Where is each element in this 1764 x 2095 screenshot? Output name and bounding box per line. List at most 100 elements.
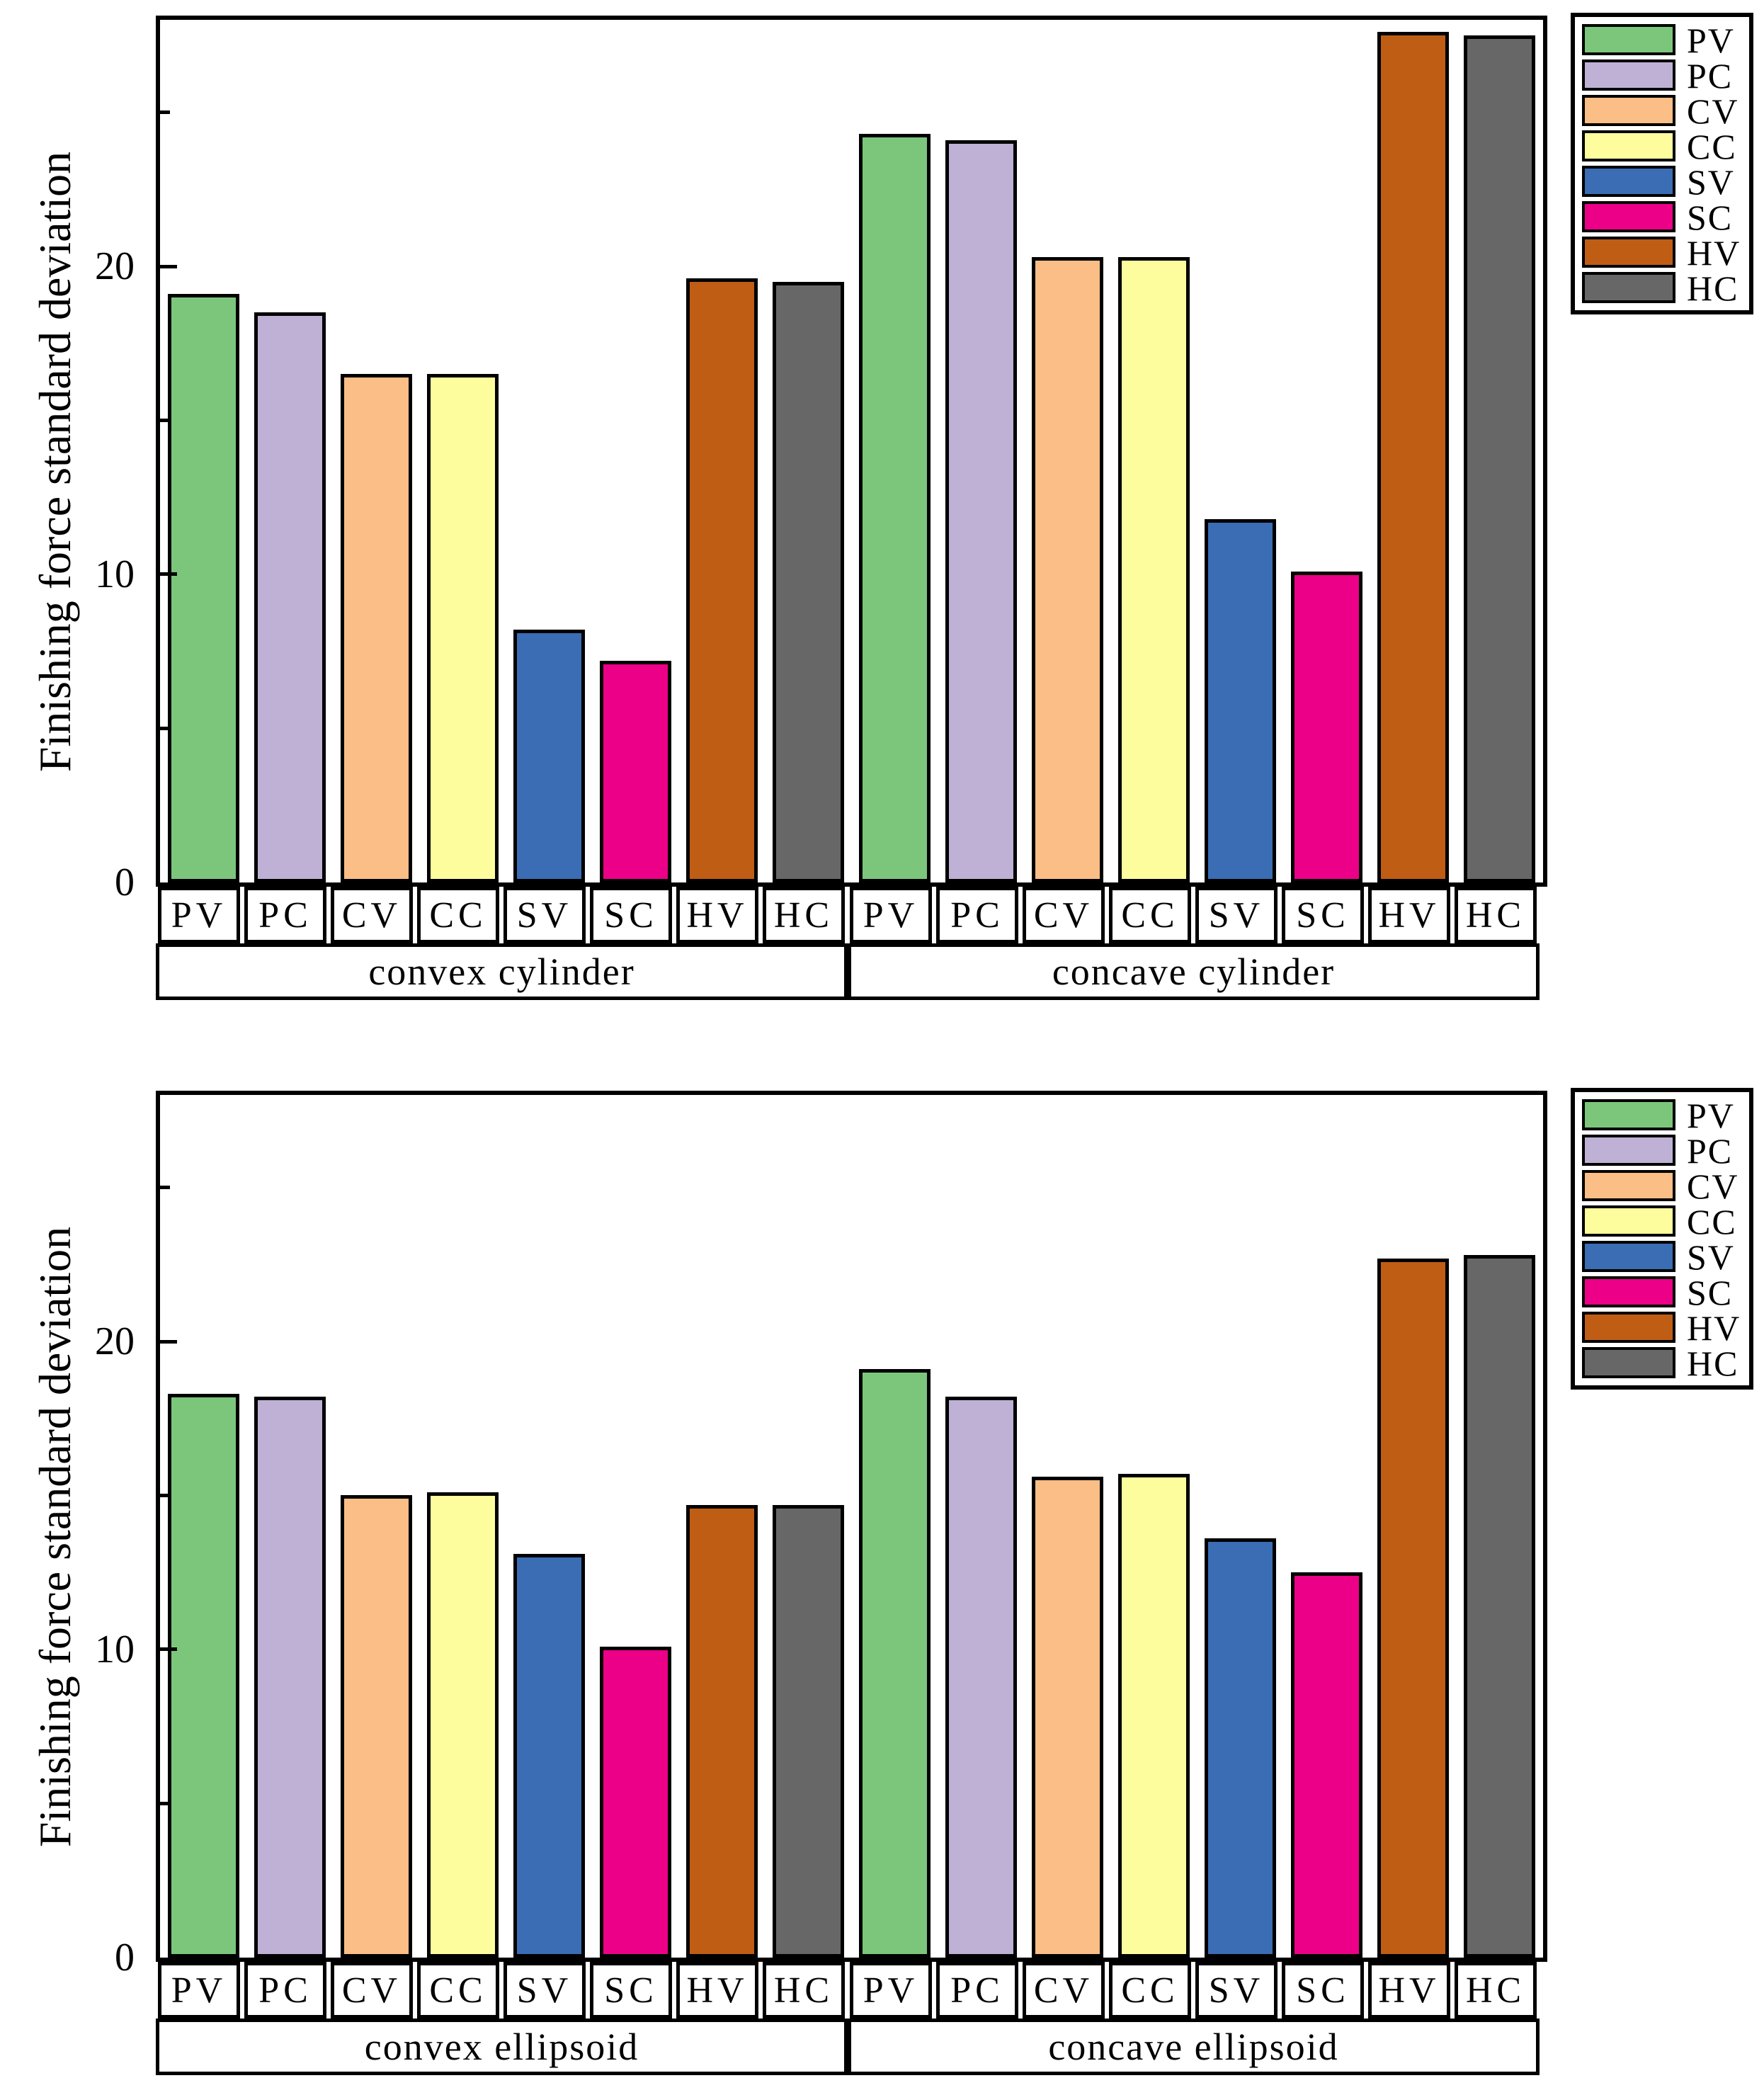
x-cell-label: SC (1282, 1962, 1364, 2019)
bar-concave-cylinder-CV (1032, 257, 1103, 882)
legend-row: PC (1582, 58, 1749, 93)
bar-convex-cylinder-SV (513, 630, 585, 882)
legend-swatch (1582, 1347, 1675, 1378)
y-axis-title: Finishing force standard deviation (30, 151, 80, 773)
legend-swatch (1582, 272, 1675, 303)
x-cell-label: SV (1195, 887, 1278, 943)
bar-concave-cylinder-HV (1377, 32, 1449, 882)
legend-label: HC (1687, 268, 1739, 308)
legend-swatch (1582, 130, 1675, 161)
legend-label: PV (1687, 21, 1735, 60)
x-cell-label: CV (1023, 887, 1105, 943)
bar-convex-ellipsoid-CV (341, 1495, 412, 1958)
legend-row: PV (1582, 23, 1749, 58)
y-tick-label: 0 (115, 1936, 135, 1980)
legend-label: CC (1687, 127, 1737, 166)
legend-row: CV (1582, 93, 1749, 129)
x-cell-label: PC (244, 1962, 326, 2019)
y-tick (156, 727, 170, 730)
legend-row: PC (1582, 1133, 1749, 1169)
y-tick (156, 1186, 170, 1189)
group-label: concave ellipsoid (848, 2019, 1540, 2075)
legend-box: PV PC CV CC SV SC HV HC (1571, 13, 1753, 314)
legend-row: HC (1582, 1346, 1749, 1381)
x-cell-label: HC (1455, 1962, 1537, 2019)
legend-label: CV (1687, 1166, 1739, 1206)
bar-convex-ellipsoid-CC (427, 1492, 499, 1958)
legend-swatch (1582, 1205, 1675, 1237)
bar-concave-ellipsoid-CV (1032, 1477, 1103, 1958)
y-tick (156, 265, 177, 268)
legend-label: HV (1687, 1308, 1741, 1348)
y-axis-title: Finishing force standard deviation (30, 1226, 80, 1848)
y-tick-label: 10 (95, 552, 135, 596)
legend-swatch (1582, 201, 1675, 232)
legend-swatch (1582, 237, 1675, 268)
x-cell-label: HV (676, 887, 758, 943)
x-cell-label: SV (503, 887, 586, 943)
legend-box: PV PC CV CC SV SC HV HC (1571, 1088, 1753, 1390)
legend-label: HV (1687, 233, 1741, 273)
bar-convex-cylinder-HC (773, 282, 844, 882)
y-tick (156, 1494, 170, 1497)
bar-convex-cylinder-PV (168, 294, 239, 882)
x-cell-label: HV (1368, 887, 1450, 943)
group-label: concave cylinder (848, 943, 1540, 1000)
plot-frame (156, 1091, 1547, 1962)
bar-convex-ellipsoid-SV (513, 1554, 585, 1958)
x-cell-label: CV (1023, 1962, 1105, 2019)
x-cell-label: HV (1368, 1962, 1450, 2019)
plot-frame (156, 16, 1547, 887)
bar-concave-cylinder-SC (1291, 572, 1362, 882)
legend-swatch (1582, 95, 1675, 126)
legend-label: CC (1687, 1202, 1737, 1242)
legend-row: SV (1582, 1239, 1749, 1275)
bar-convex-cylinder-CV (341, 374, 412, 882)
y-tick-label: 20 (95, 244, 135, 288)
x-cell-label: SV (1195, 1962, 1278, 2019)
y-tick (156, 572, 177, 576)
bar-concave-ellipsoid-SC (1291, 1572, 1362, 1958)
legend-swatch (1582, 1170, 1675, 1201)
y-tick (156, 1647, 177, 1651)
legend-swatch (1582, 24, 1675, 55)
legend-swatch (1582, 59, 1675, 91)
bar-convex-cylinder-PC (254, 312, 326, 882)
x-cell-label: CV (331, 887, 413, 943)
legend-label: SV (1687, 162, 1735, 202)
y-tick-label: 10 (95, 1628, 135, 1671)
bar-concave-cylinder-HC (1464, 35, 1535, 882)
legend-label: SC (1687, 198, 1734, 237)
x-cell-label: PC (936, 887, 1018, 943)
y-tick-label: 20 (95, 1319, 135, 1363)
bar-convex-ellipsoid-HC (773, 1505, 844, 1958)
legend-label: PC (1687, 56, 1734, 96)
x-cell-label: CV (331, 1962, 413, 2019)
chart-cylinder: Finishing force standard deviation PV PC C… (0, 0, 1764, 1020)
legend-swatch (1582, 1241, 1675, 1272)
x-cell-label: SC (590, 1962, 672, 2019)
legend-row: CC (1582, 129, 1749, 164)
x-cell-label: SC (590, 887, 672, 943)
bar-convex-cylinder-CC (427, 374, 499, 882)
legend-row: PV (1582, 1098, 1749, 1133)
legend-row: HC (1582, 271, 1749, 306)
legend-swatch (1582, 1312, 1675, 1343)
bar-concave-ellipsoid-PV (859, 1369, 931, 1958)
bar-concave-ellipsoid-PC (945, 1397, 1017, 1958)
x-cell-label: SV (503, 1962, 586, 2019)
x-cell-label: PC (936, 1962, 1018, 2019)
x-cell-label: SC (1282, 887, 1364, 943)
legend-row: CV (1582, 1169, 1749, 1204)
y-tick (156, 419, 170, 422)
bar-concave-cylinder-PV (859, 134, 931, 882)
legend-swatch (1582, 1099, 1675, 1130)
x-cell-label: PV (158, 1962, 240, 2019)
legend-label: CV (1687, 91, 1739, 131)
x-cell-label: HC (1455, 887, 1537, 943)
x-cell-label: PC (244, 887, 326, 943)
x-cell-label: PV (850, 887, 932, 943)
legend-row: SC (1582, 1275, 1749, 1310)
bar-convex-ellipsoid-PC (254, 1397, 326, 1958)
bar-concave-cylinder-PC (945, 140, 1017, 882)
